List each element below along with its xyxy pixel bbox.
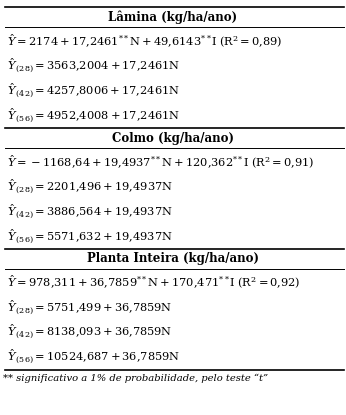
- Text: $\hat{Y}_{\,(56)} = 5571{,}632 + 19{,}4937\mathrm{N}$: $\hat{Y}_{\,(56)} = 5571{,}632 + 19{,}49…: [7, 227, 173, 246]
- Text: Lâmina (kg/ha/ano): Lâmina (kg/ha/ano): [108, 11, 238, 24]
- Text: $\hat{Y} = 2174 + 17{,}2461^{**}\mathrm{N} + 49{,}6143^{**}\mathrm{I}\;(\mathrm{: $\hat{Y} = 2174 + 17{,}2461^{**}\mathrm{…: [7, 32, 282, 49]
- Text: Planta Inteira (kg/ha/ano): Planta Inteira (kg/ha/ano): [87, 252, 259, 266]
- Text: Colmo (kg/ha/ano): Colmo (kg/ha/ano): [112, 132, 234, 145]
- Text: $\hat{Y}_{\,(28)} = 2201{,}496 + 19{,}4937\mathrm{N}$: $\hat{Y}_{\,(28)} = 2201{,}496 + 19{,}49…: [7, 178, 173, 196]
- Text: ** significativo a 1% de probabilidade, pelo teste “t”: ** significativo a 1% de probabilidade, …: [3, 374, 268, 383]
- Text: $\hat{Y}_{\,(42)} = 8138{,}093 + 36{,}7859\mathrm{N}$: $\hat{Y}_{\,(42)} = 8138{,}093 + 36{,}78…: [7, 323, 172, 342]
- Text: $\hat{Y}_{\,(56)} = 4952{,}4008 + 17{,}2461\mathrm{N}$: $\hat{Y}_{\,(56)} = 4952{,}4008 + 17{,}2…: [7, 107, 180, 125]
- Text: $\hat{Y}_{\,(28)} = 3563{,}2004 + 17{,}2461\mathrm{N}$: $\hat{Y}_{\,(28)} = 3563{,}2004 + 17{,}2…: [7, 57, 180, 75]
- Text: $\hat{Y} = 978{,}311 + 36{,}7859^{**}\mathrm{N} + 170{,}471^{**}\mathrm{I}\;(\ma: $\hat{Y} = 978{,}311 + 36{,}7859^{**}\ma…: [7, 273, 300, 290]
- Text: $\hat{Y}_{\,(42)} = 4257{,}8006 + 17{,}2461\mathrm{N}$: $\hat{Y}_{\,(42)} = 4257{,}8006 + 17{,}2…: [7, 82, 180, 100]
- Text: $\hat{Y}_{\,(28)} = 5751{,}499 + 36{,}7859\mathrm{N}$: $\hat{Y}_{\,(28)} = 5751{,}499 + 36{,}78…: [7, 298, 172, 317]
- Text: $\hat{Y} = -1168{,}64 + 19{,}4937^{**}\mathrm{N} + 120{,}362^{**}\mathrm{I}\;(\m: $\hat{Y} = -1168{,}64 + 19{,}4937^{**}\m…: [7, 153, 315, 170]
- Text: $\hat{Y}_{\,(56)} = 10524{,}687 + 36{,}7859\mathrm{N}$: $\hat{Y}_{\,(56)} = 10524{,}687 + 36{,}7…: [7, 348, 180, 366]
- Text: $\hat{Y}_{\,(42)} = 3886{,}564 + 19{,}4937\mathrm{N}$: $\hat{Y}_{\,(42)} = 3886{,}564 + 19{,}49…: [7, 203, 173, 221]
